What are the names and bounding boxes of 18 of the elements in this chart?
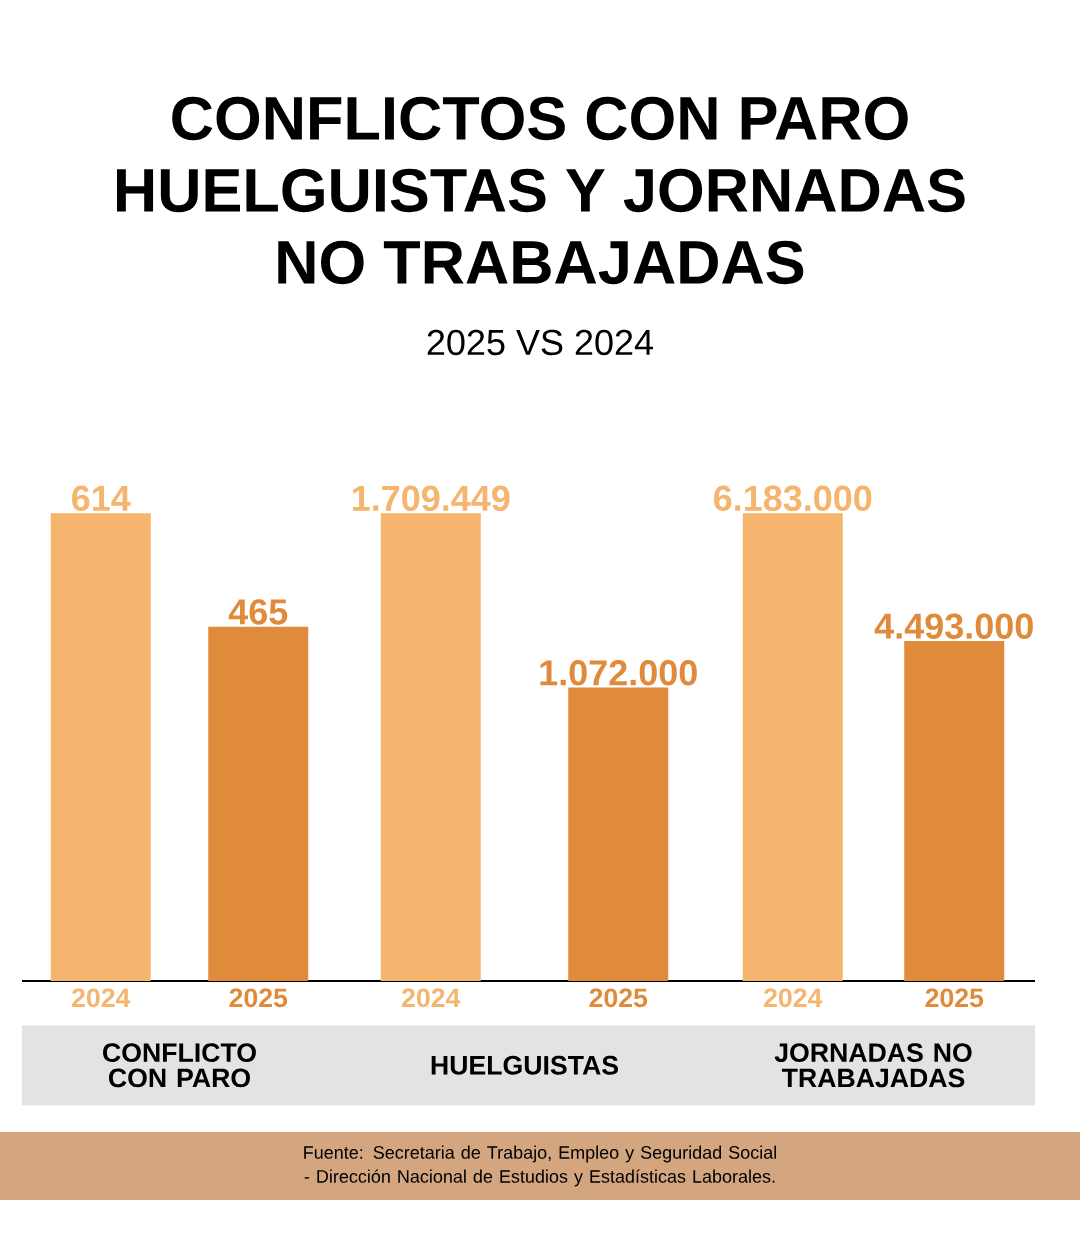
- x-tick-label: 2024: [764, 988, 823, 1008]
- x-axis-title: CONFLICTO CON PARO: [103, 1043, 256, 1088]
- x-tick-label: 2025: [229, 988, 288, 1008]
- x-tick-label: 2025: [589, 988, 648, 1008]
- x-axis-title: HUELGUISTAS: [431, 1055, 619, 1075]
- x-tick-label: 2024: [72, 988, 131, 1008]
- data-label: 6.183.000: [713, 485, 872, 512]
- source-note: Fuente: Secretaria de Trabajo, Empleo y Seguridad Social - Dirección Nacional de Estudios y Estadísticas Laborales.: [304, 1145, 777, 1187]
- text: CONFLICTOS CON PARO HUELGUISTAS Y JORNADAS NO TRABAJADAS: [117, 96, 965, 285]
- x-tick-label: 2025: [925, 988, 984, 1008]
- data-label: 4.493.000: [874, 613, 1033, 639]
- x-tick-label: 2024: [402, 988, 461, 1008]
- data-label: 1.709.449: [352, 485, 510, 512]
- data-label: 614: [72, 485, 131, 512]
- data-label: 1.072.000: [540, 660, 697, 686]
- text: 2025 VS 2024: [427, 329, 653, 356]
- x-axis-title: JORNADAS NO TRABAJADAS: [774, 1043, 972, 1088]
- data-label: 465: [228, 599, 288, 625]
